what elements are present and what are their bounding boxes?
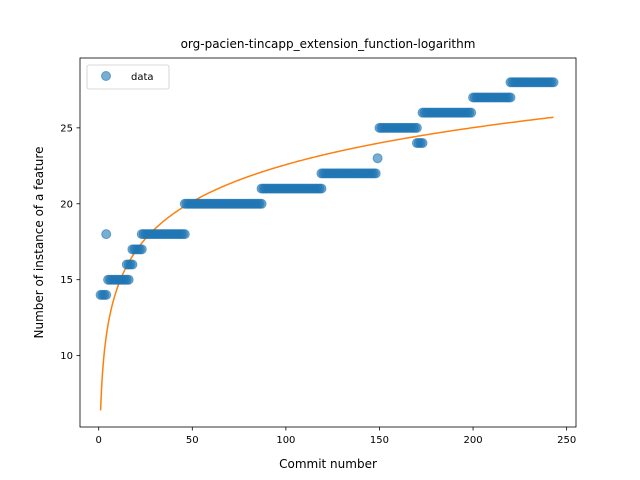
x-tick-label: 150 — [370, 435, 389, 446]
legend-box — [86, 64, 170, 90]
x-tick-label: 50 — [186, 435, 199, 446]
plot-frame — [79, 57, 577, 428]
fit-line — [99, 116, 554, 411]
data-point — [256, 198, 267, 209]
y-axis-label: Number of instance of a feature — [32, 147, 46, 339]
data-point — [123, 274, 134, 285]
x-tick-label: 100 — [276, 435, 295, 446]
data-point — [136, 244, 147, 255]
points-layer — [95, 77, 559, 300]
data-point — [316, 183, 327, 194]
fit-layer — [99, 116, 554, 411]
data-point — [466, 107, 477, 118]
data-point — [505, 92, 516, 103]
x-tick-label: 200 — [464, 435, 483, 446]
legend-label-data: data — [131, 72, 154, 83]
data-point — [101, 289, 112, 300]
data-point — [372, 153, 383, 164]
data-point — [417, 138, 428, 149]
y-tick-label: 10 — [60, 351, 73, 362]
y-axis-ticks: 10 15 20 25 — [60, 123, 80, 362]
data-point — [370, 168, 381, 179]
x-axis-label: Commit number — [279, 457, 377, 471]
x-tick-label: 250 — [557, 435, 576, 446]
data-point — [411, 122, 422, 133]
x-axis-ticks: 0 50 100 150 200 250 — [96, 427, 576, 446]
data-point — [548, 77, 559, 88]
x-tick-label: 0 — [96, 435, 102, 446]
data-point — [101, 229, 112, 240]
chart-title: org-pacien-tincapp_extension_function-lo… — [181, 37, 476, 51]
data-point — [179, 229, 190, 240]
y-tick-label: 15 — [60, 275, 73, 286]
y-tick-label: 20 — [60, 199, 73, 210]
legend-marker-data — [101, 71, 111, 81]
data-point — [127, 259, 138, 270]
legend: data — [86, 64, 170, 90]
y-tick-label: 25 — [60, 123, 73, 134]
plot-area — [80, 58, 576, 427]
